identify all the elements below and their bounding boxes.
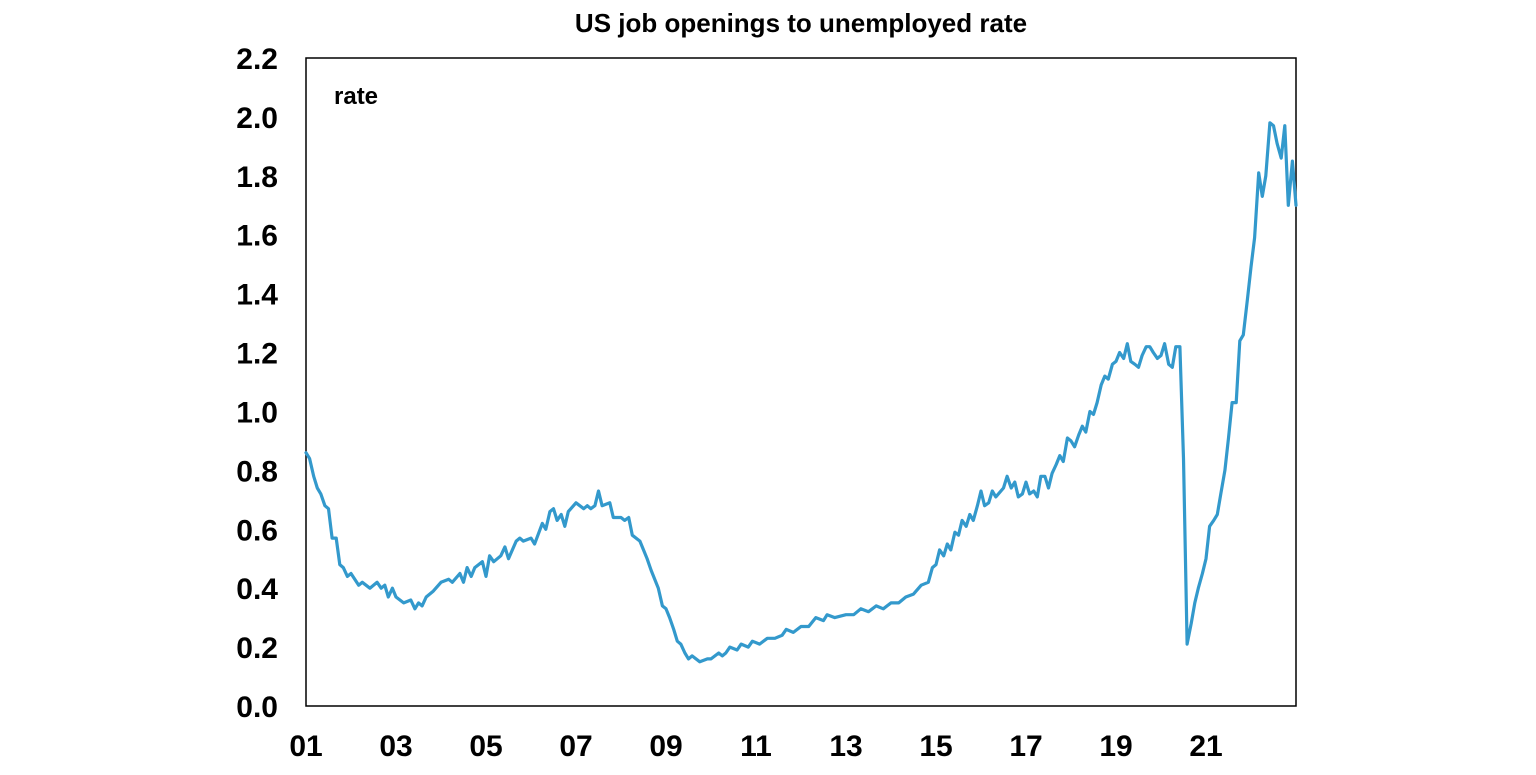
x-tick-label: 03 bbox=[379, 730, 412, 763]
y-tick-label: 0.2 bbox=[236, 632, 278, 665]
y-tick-label: 0.0 bbox=[236, 691, 278, 724]
x-tick-label: 09 bbox=[649, 730, 682, 763]
x-tick-label: 19 bbox=[1099, 730, 1132, 763]
y-tick-label: 2.2 bbox=[236, 43, 278, 76]
series-line bbox=[304, 121, 1298, 664]
y-tick-label: 1.2 bbox=[236, 338, 278, 371]
x-tick-label: 05 bbox=[469, 730, 502, 763]
y-tick-label: 1.0 bbox=[236, 396, 278, 429]
y-tick-label: 1.8 bbox=[236, 161, 278, 194]
x-tick-label: 13 bbox=[829, 730, 862, 763]
y-tick-label: 0.4 bbox=[236, 573, 278, 606]
y-tick-label: 1.6 bbox=[236, 220, 278, 253]
y-tick-label: 0.8 bbox=[236, 455, 278, 488]
y-tick-label: 2.0 bbox=[236, 102, 278, 135]
x-tick-label: 11 bbox=[740, 730, 772, 763]
y-tick-label: 0.6 bbox=[236, 514, 278, 547]
x-axis-ticks: 01 03 05 07 09 11 13 15 17 19 21 bbox=[289, 730, 1222, 763]
x-tick-label: 15 bbox=[919, 730, 952, 763]
series-annotation: rate bbox=[334, 83, 378, 110]
x-tick-label: 17 bbox=[1009, 730, 1042, 763]
plot-area-frame bbox=[305, 57, 1297, 707]
y-axis-ticks: 0.0 0.2 0.4 0.6 0.8 1.0 1.2 1.4 1.6 1.8 2.0 2.2 bbox=[236, 43, 278, 724]
x-tick-label: 01 bbox=[289, 730, 322, 763]
x-tick-label: 07 bbox=[559, 730, 592, 763]
y-tick-label: 1.4 bbox=[236, 279, 278, 312]
chart-title: US job openings to unemployed rate bbox=[574, 8, 1028, 38]
x-tick-label: 21 bbox=[1189, 730, 1222, 763]
